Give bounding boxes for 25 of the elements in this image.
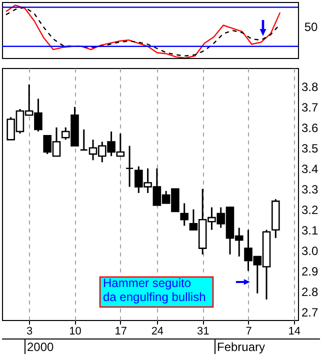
- annotation: Hammer seguito da engulfing bullish: [103, 276, 206, 304]
- x-tick-label: 17: [114, 326, 128, 338]
- text: 50: [304, 20, 318, 34]
- y-tick-label: 3.0: [302, 244, 319, 258]
- text: 2000: [27, 340, 54, 354]
- x-tick-label: 31: [196, 326, 210, 338]
- x-tick-label: 3: [26, 326, 33, 338]
- y-tick-label: 2.8: [302, 284, 319, 299]
- y-tick-label: 3.5: [302, 141, 319, 156]
- x-tick-label: 14: [288, 326, 301, 338]
- y-tick-label: 3.6: [302, 120, 319, 135]
- x-tick-label: 10: [69, 326, 82, 338]
- x-tick-label: 24: [151, 326, 164, 338]
- y-tick-label: 3.2: [302, 202, 319, 217]
- y-tick-label: 3.8: [302, 80, 319, 94]
- y-tick-label: 3.7: [302, 100, 319, 114]
- y-tick-label: 3.4: [302, 162, 319, 176]
- candlestick: [125, 145, 134, 188]
- y-tick-label: 3.1: [302, 223, 319, 238]
- text: February: [217, 340, 266, 354]
- x-tick-label: 7: [246, 326, 252, 338]
- y-tick-label: 2.7: [302, 305, 319, 320]
- y-tick-label: 2.9: [302, 264, 319, 278]
- y-tick-label: 3.3: [302, 182, 319, 196]
- candlestick: [180, 202, 188, 227]
